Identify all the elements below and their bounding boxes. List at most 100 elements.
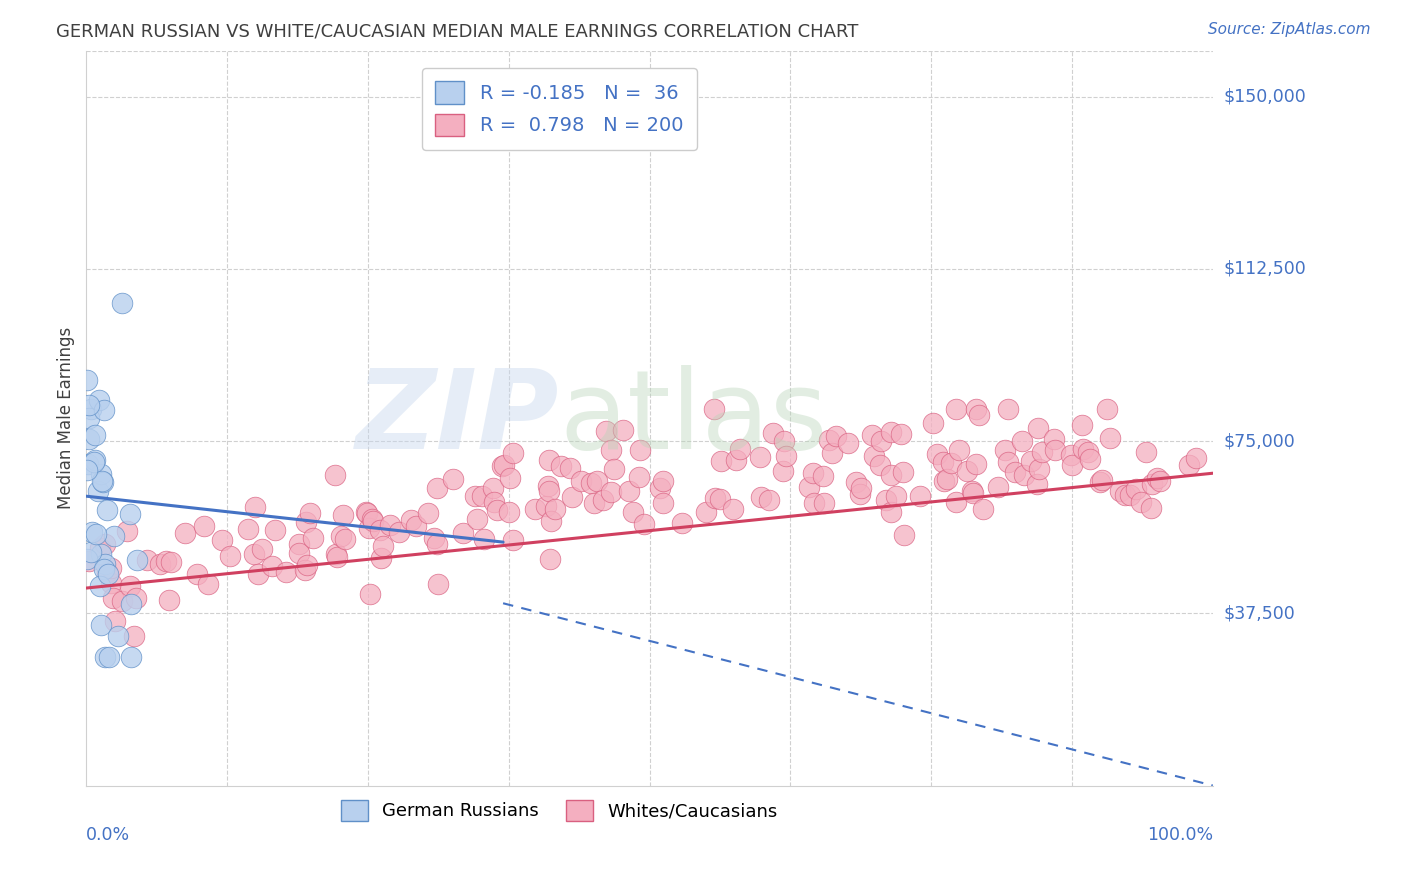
Point xyxy=(160,555,183,569)
Point xyxy=(579,476,602,491)
Point xyxy=(1142,477,1164,491)
Point xyxy=(100,560,122,574)
Point xyxy=(80,524,103,539)
Point xyxy=(994,442,1017,457)
Point xyxy=(956,464,979,478)
Text: $150,000: $150,000 xyxy=(1223,87,1306,105)
Point xyxy=(125,553,148,567)
Point xyxy=(325,547,347,561)
Point xyxy=(295,558,318,572)
Point xyxy=(499,471,522,485)
Point xyxy=(925,446,948,460)
Point xyxy=(464,489,486,503)
Point xyxy=(93,562,115,576)
Point xyxy=(80,401,103,416)
Point xyxy=(76,463,98,477)
Point xyxy=(818,434,841,448)
Point xyxy=(848,486,870,500)
Point xyxy=(76,457,98,471)
Point xyxy=(481,482,503,496)
Point xyxy=(465,511,488,525)
Point xyxy=(118,579,141,593)
Point xyxy=(94,649,117,664)
Point xyxy=(773,434,796,448)
Point xyxy=(948,443,970,458)
Point xyxy=(569,474,592,488)
Point xyxy=(537,479,560,493)
Point xyxy=(1098,431,1121,445)
Point xyxy=(544,501,567,516)
Point xyxy=(79,433,101,447)
Point xyxy=(498,505,520,519)
Text: $37,500: $37,500 xyxy=(1223,604,1296,623)
Point xyxy=(135,553,157,567)
Point xyxy=(1118,487,1140,501)
Point xyxy=(329,529,352,543)
Point xyxy=(125,591,148,605)
Point xyxy=(359,587,381,601)
Point xyxy=(149,557,172,571)
Point xyxy=(263,523,285,537)
Point xyxy=(845,475,868,489)
Point xyxy=(90,547,112,561)
Point xyxy=(401,513,423,527)
Point xyxy=(932,475,955,489)
Point xyxy=(880,506,903,520)
Point xyxy=(426,481,449,495)
Point xyxy=(709,491,731,506)
Point xyxy=(987,479,1010,493)
Point xyxy=(1026,476,1049,491)
Point xyxy=(472,533,495,547)
Point xyxy=(775,449,797,463)
Point xyxy=(274,566,297,580)
Point xyxy=(359,521,381,535)
Point xyxy=(1071,442,1094,456)
Point xyxy=(890,426,912,441)
Point xyxy=(354,505,377,519)
Point xyxy=(96,503,118,517)
Point xyxy=(97,649,120,664)
Y-axis label: Median Male Earnings: Median Male Earnings xyxy=(58,327,75,509)
Point xyxy=(89,541,111,555)
Point xyxy=(538,453,561,467)
Point xyxy=(486,502,509,516)
Point xyxy=(939,456,962,470)
Point xyxy=(997,401,1019,416)
Point xyxy=(301,532,323,546)
Point xyxy=(1185,450,1208,465)
Point xyxy=(967,409,990,423)
Point xyxy=(77,554,100,568)
Point xyxy=(884,489,907,503)
Point xyxy=(219,549,242,564)
Point xyxy=(932,455,955,469)
Point xyxy=(484,495,506,509)
Point xyxy=(104,614,127,628)
Point xyxy=(243,500,266,514)
Point xyxy=(243,547,266,561)
Text: $112,500: $112,500 xyxy=(1223,260,1306,277)
Point xyxy=(288,537,311,551)
Point xyxy=(801,467,824,481)
Point xyxy=(1125,482,1147,496)
Point xyxy=(703,491,725,505)
Point xyxy=(1095,401,1118,416)
Point xyxy=(325,467,347,482)
Point xyxy=(870,434,893,448)
Point xyxy=(1043,442,1066,457)
Point xyxy=(90,475,112,489)
Point xyxy=(561,490,583,504)
Point xyxy=(103,529,125,543)
Point xyxy=(891,465,914,479)
Point xyxy=(90,467,112,481)
Point xyxy=(965,457,987,471)
Point xyxy=(724,453,747,467)
Point xyxy=(186,567,208,582)
Point xyxy=(908,489,931,503)
Point xyxy=(97,567,120,582)
Point xyxy=(851,482,873,496)
Point xyxy=(426,537,449,551)
Point xyxy=(94,537,117,551)
Point xyxy=(1080,451,1102,466)
Point xyxy=(728,442,751,456)
Point xyxy=(811,469,834,483)
